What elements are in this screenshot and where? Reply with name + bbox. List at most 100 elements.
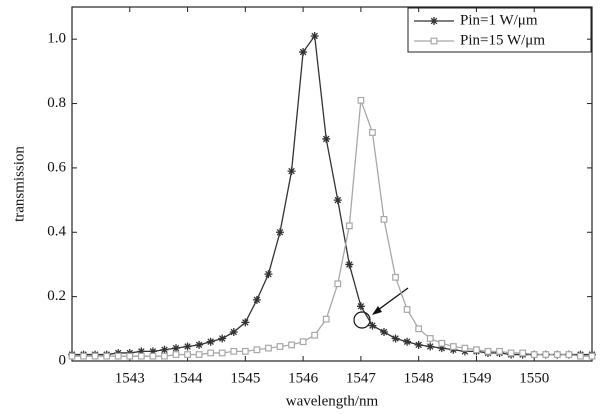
data-point	[264, 270, 273, 279]
data-point	[103, 352, 111, 360]
data-point	[287, 167, 296, 176]
data-point	[380, 328, 388, 337]
data-point	[114, 352, 122, 360]
data-point	[195, 340, 204, 349]
legend-label: Pin=15 W/μm	[460, 32, 545, 48]
x-axis-label: wavelength/nm	[286, 393, 379, 409]
data-point	[80, 352, 87, 360]
data-point	[265, 344, 272, 352]
data-point	[299, 338, 307, 346]
y-tick-label: 0	[59, 352, 67, 368]
x-tick-label: 1546	[288, 370, 319, 386]
data-point	[345, 260, 354, 269]
data-point	[380, 216, 388, 223]
data-point	[241, 318, 250, 327]
data-point	[588, 352, 596, 360]
data-point	[137, 352, 145, 360]
data-point	[391, 334, 400, 343]
legend-box	[407, 7, 592, 53]
y-axis-label: transmission	[11, 146, 27, 222]
plot-frame	[71, 6, 593, 362]
data-point	[484, 347, 492, 355]
data-point	[496, 347, 503, 355]
data-point	[322, 134, 331, 143]
data-point	[91, 352, 99, 360]
data-point	[184, 351, 191, 358]
data-point	[357, 96, 365, 104]
data-point	[172, 344, 180, 353]
data-point	[542, 351, 550, 358]
data-point	[172, 351, 180, 358]
data-point	[519, 349, 527, 357]
annotation-arrowhead	[372, 306, 382, 315]
data-point	[288, 341, 295, 349]
data-point	[392, 273, 399, 281]
data-point	[403, 337, 412, 346]
y-tick-label: 0.8	[47, 95, 66, 111]
legend-marker	[430, 17, 438, 25]
data-point	[241, 347, 249, 355]
x-tick-label: 1549	[461, 370, 491, 386]
data-point	[311, 331, 319, 339]
data-point	[368, 321, 377, 330]
data-point	[276, 343, 284, 350]
data-point	[218, 349, 226, 357]
data-point	[415, 325, 423, 333]
data-point	[206, 337, 215, 346]
data-point	[403, 306, 411, 313]
y-tick-label: 0.2	[47, 288, 66, 304]
x-tick-label: 1545	[230, 370, 260, 386]
x-tick-label: 1548	[404, 370, 434, 386]
series-line	[72, 34, 592, 356]
data-point	[414, 340, 423, 349]
x-tick-label: 1550	[519, 370, 549, 386]
data-point	[137, 347, 146, 356]
data-point	[473, 346, 480, 354]
data-point	[333, 196, 342, 205]
data-point	[195, 351, 203, 358]
data-point	[356, 302, 365, 311]
annotation-circle	[353, 311, 371, 329]
data-point	[126, 352, 134, 360]
data-point	[426, 342, 435, 351]
data-point	[530, 351, 538, 358]
data-point	[183, 342, 192, 351]
data-point	[68, 352, 76, 360]
data-point	[461, 344, 469, 352]
data-point	[345, 222, 353, 230]
series-line	[72, 100, 592, 357]
data-point	[577, 352, 584, 360]
data-point	[426, 335, 434, 342]
data-point	[252, 295, 261, 304]
x-tick-label: 1547	[346, 370, 377, 386]
data-point	[148, 347, 157, 356]
data-point	[369, 129, 376, 136]
data-point	[507, 349, 515, 357]
legend-label: Pin=1 W/μm	[460, 12, 538, 28]
data-point	[553, 351, 561, 358]
data-point	[160, 345, 169, 354]
data-point	[310, 31, 319, 40]
data-point	[149, 352, 157, 360]
data-point	[437, 344, 446, 353]
data-point	[299, 48, 308, 57]
data-point	[322, 315, 330, 323]
data-point	[253, 346, 261, 354]
y-tick-label: 0.6	[47, 159, 66, 175]
data-point	[276, 228, 284, 237]
data-point	[438, 339, 446, 347]
x-tick-label: 1543	[115, 370, 145, 386]
data-point	[449, 343, 457, 350]
legend-marker	[430, 37, 438, 45]
data-point	[230, 347, 238, 355]
data-point	[207, 349, 215, 357]
y-tick-label: 1.0	[47, 31, 66, 47]
data-point	[218, 334, 227, 343]
y-tick-label: 0.4	[47, 224, 66, 240]
data-point	[565, 351, 573, 358]
x-tick-label: 1544	[173, 370, 204, 386]
data-point	[161, 352, 168, 360]
data-point	[229, 328, 238, 337]
data-point	[334, 280, 342, 288]
